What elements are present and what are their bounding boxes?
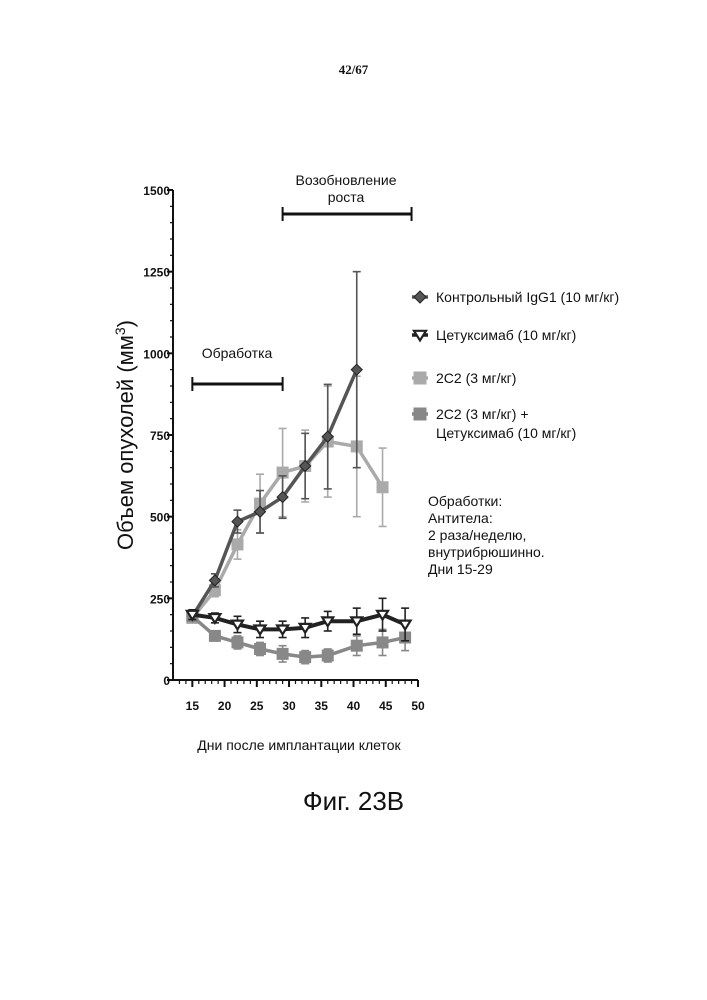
data-point <box>376 481 389 494</box>
y-axis-label: Объем опухолей (мм3) <box>112 320 138 550</box>
chart-axes <box>172 190 418 681</box>
y-tick-label: 250 <box>150 592 170 606</box>
legend-marker <box>413 290 427 304</box>
x-tick-label: 30 <box>282 699 296 713</box>
data-point <box>275 624 291 637</box>
chart-ticks: 0 250 500 750 1000 1250 1500 15 20 25 30 35 40 45 50 <box>143 184 425 713</box>
data-point <box>350 639 363 652</box>
x-tick-label: 25 <box>250 699 264 713</box>
data-point <box>208 629 221 642</box>
data-point <box>320 616 336 629</box>
y-tick-label: 0 <box>163 674 170 688</box>
legend-label: Контрольный IgG1 (10 мг/кг) <box>436 289 619 305</box>
regrowth-annotation-line1: Возобновление <box>296 172 397 188</box>
y-tick-label: 1000 <box>143 347 170 361</box>
data-point <box>252 624 268 637</box>
data-point <box>321 649 334 662</box>
data-point <box>375 609 391 622</box>
data-point <box>229 619 245 632</box>
chart-legend: Контрольный IgG1 (10 мг/кг) Цетуксимаб (1… <box>412 289 619 441</box>
x-axis-label: Дни после имплантации клеток <box>197 737 401 753</box>
y-tick-label: 500 <box>150 511 170 525</box>
data-point <box>299 651 312 664</box>
data-point <box>376 636 389 649</box>
legend-marker <box>413 371 427 385</box>
y-tick-label: 1250 <box>143 266 170 280</box>
legend-label: 2C2 (3 мг/кг) + <box>436 406 529 422</box>
data-point <box>231 515 244 528</box>
series-1 <box>186 270 363 623</box>
regrowth-annotation-line2: роста <box>328 189 365 205</box>
data-point <box>298 459 312 473</box>
period-brackets <box>191 207 413 391</box>
series-line <box>191 614 406 659</box>
treatment-annotation: Обработка <box>202 345 273 361</box>
x-tick-label: 20 <box>218 699 232 713</box>
data-point <box>321 430 334 443</box>
notes-line: внутрибрюшинно. <box>428 544 545 560</box>
data-point <box>231 538 244 551</box>
data-point <box>231 636 244 649</box>
y-axis-label-superscript: 3 <box>112 327 128 335</box>
data-point <box>254 642 267 655</box>
figure-caption: Фиг. 23B <box>302 786 405 816</box>
x-tick-label: 50 <box>411 699 425 713</box>
data-point <box>397 619 413 632</box>
x-tick-label: 15 <box>186 699 200 713</box>
data-point <box>276 647 289 660</box>
data-point <box>207 612 223 625</box>
legend-label: 2C2 (3 мг/кг) <box>436 370 516 386</box>
notes-line: Дни 15-29 <box>428 561 493 577</box>
notes-line: Обработки: <box>428 493 503 509</box>
treatment-notes: Обработки: Антитела: 2 раза/неделю, внут… <box>428 493 545 578</box>
legend-label: Цетуксимаб (10 мг/кг) <box>436 327 576 343</box>
series-line <box>190 368 359 618</box>
data-point <box>349 616 365 629</box>
data-point <box>297 622 313 635</box>
x-tick-label: 40 <box>347 699 361 713</box>
series-line <box>192 612 406 632</box>
data-point <box>253 505 267 518</box>
notes-line: 2 раза/неделю, <box>428 527 527 543</box>
data-point <box>208 574 222 587</box>
series-2 <box>184 597 413 642</box>
y-tick-label: 1500 <box>143 184 170 198</box>
x-tick-label: 35 <box>315 699 329 713</box>
legend-marker <box>413 407 427 421</box>
legend-marker <box>412 329 428 343</box>
notes-line: Антитела: <box>428 510 493 526</box>
legend-label-line2: Цетуксимаб (10 мг/кг) <box>436 425 576 441</box>
page-number: 42/67 <box>338 62 369 77</box>
data-point <box>184 609 200 622</box>
chart-series-layer <box>184 270 413 665</box>
data-point <box>350 363 363 376</box>
x-tick-label: 45 <box>379 699 393 713</box>
data-point <box>276 490 289 504</box>
y-tick-label: 750 <box>150 429 170 443</box>
